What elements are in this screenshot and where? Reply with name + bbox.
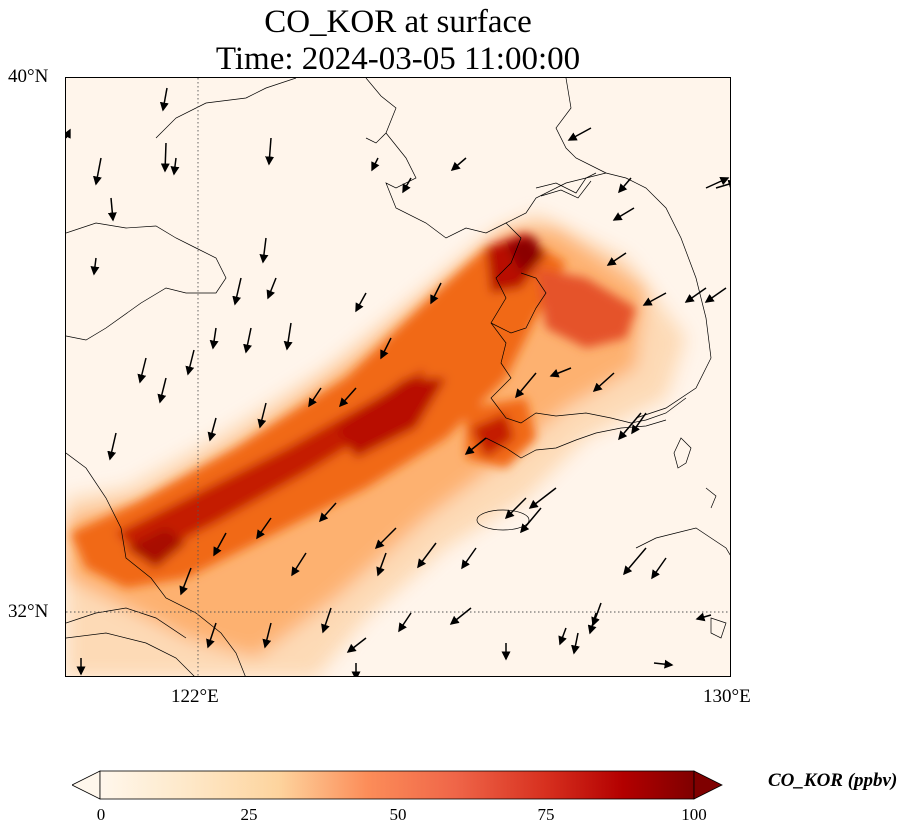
wind-arrow — [461, 547, 477, 570]
wind-arrow — [398, 612, 412, 633]
lat-label-40n: 40°N — [8, 66, 49, 87]
wind-arrow — [417, 542, 437, 569]
colorbar-title: CO_KOR (ppbv) — [768, 770, 898, 791]
wind-arrow — [66, 128, 71, 139]
wind-arrow — [684, 287, 707, 303]
wind-arrow — [92, 157, 102, 186]
wind-arrow — [265, 137, 275, 166]
wind-arrow — [107, 432, 117, 461]
wind-arrow — [339, 387, 357, 408]
colorbar — [72, 770, 723, 800]
wind-arrow — [623, 547, 647, 576]
wind-arrow — [321, 607, 332, 634]
wind-arrow — [528, 487, 557, 509]
wind-arrow — [449, 607, 472, 625]
wind-arrow — [319, 502, 337, 523]
wind-arrow — [558, 627, 567, 646]
wind-arrow — [430, 282, 442, 305]
wind-arrow — [259, 237, 269, 264]
co-concentration-field — [66, 213, 686, 676]
wind-arrow — [704, 287, 727, 303]
wind-arrow — [618, 177, 632, 194]
wind-arrow — [549, 367, 572, 378]
map-title: CO_KOR at surface — [264, 4, 532, 40]
wind-arrow — [243, 327, 252, 354]
wind-arrow — [291, 552, 307, 577]
wind-arrow — [257, 402, 267, 429]
wind-arrow — [515, 372, 537, 399]
wind-arrow — [504, 497, 527, 520]
coastlines — [66, 78, 730, 676]
wind-arrow — [464, 437, 487, 455]
wind-arrow — [450, 157, 467, 171]
wind-arrow — [631, 412, 647, 435]
wind-arrow — [402, 177, 412, 194]
wind-arrow — [376, 552, 387, 577]
map-panel — [65, 77, 731, 677]
wind-arrow — [380, 337, 392, 360]
lon-label-130e: 130°E — [703, 686, 751, 707]
wind-arrow — [591, 602, 602, 627]
colorbar-gradient — [99, 770, 695, 800]
wind-arrow — [170, 157, 180, 176]
wind-arrow — [90, 257, 100, 276]
wind-arrow — [592, 372, 615, 393]
wind-arrow — [715, 179, 730, 189]
wind-arrow — [157, 377, 167, 404]
wind-arrow — [283, 322, 293, 351]
wind-arrow — [266, 277, 277, 300]
graticule — [66, 78, 730, 676]
wind-arrow — [612, 207, 635, 221]
wind-arrow — [206, 622, 217, 649]
wind-arrow — [160, 142, 170, 173]
wind-arrow — [374, 527, 397, 550]
wind-arrow — [705, 177, 730, 189]
colorbar-tick-50: 50 — [389, 805, 407, 824]
wind-arrow — [571, 632, 580, 655]
wind-arrow — [207, 417, 217, 442]
wind-arrow — [606, 252, 627, 266]
wind-arrow — [653, 659, 674, 669]
wind-arrow — [213, 532, 227, 557]
wind-arrow — [262, 622, 272, 649]
colorbar-tick-0: 0 — [96, 805, 106, 824]
wind-arrow — [137, 357, 147, 384]
wind-arrow — [346, 637, 367, 653]
wind-arrow — [159, 87, 169, 112]
wind-arrow — [185, 349, 195, 376]
lon-label-122e: 122°E — [171, 686, 219, 707]
wind-vectors — [66, 87, 730, 676]
colorbar-tick-25: 25 — [240, 805, 258, 824]
map-subtitle-time: Time: 2024-03-05 11:00:00 — [215, 41, 581, 77]
wind-arrow — [371, 157, 380, 172]
colorbar-tick-100: 100 — [681, 805, 707, 824]
wind-arrow — [651, 557, 667, 580]
wind-arrow — [256, 517, 272, 540]
wind-arrow — [642, 292, 667, 306]
colorbar-tick-75: 75 — [537, 805, 555, 824]
wind-arrow — [618, 412, 642, 441]
lat-label-32n: 32°N — [8, 601, 49, 622]
wind-arrow — [209, 327, 219, 350]
colorbar-extend-max — [693, 770, 723, 800]
wind-arrow — [520, 507, 542, 534]
wind-arrow — [179, 567, 192, 596]
wind-arrow — [308, 387, 322, 408]
colorbar-extend-min — [72, 770, 101, 800]
wind-arrow — [567, 127, 592, 141]
wind-arrow — [695, 612, 712, 622]
map-canvas — [66, 78, 730, 676]
wind-arrow — [107, 197, 117, 222]
wind-arrow — [232, 277, 242, 306]
wind-arrow — [355, 292, 367, 313]
